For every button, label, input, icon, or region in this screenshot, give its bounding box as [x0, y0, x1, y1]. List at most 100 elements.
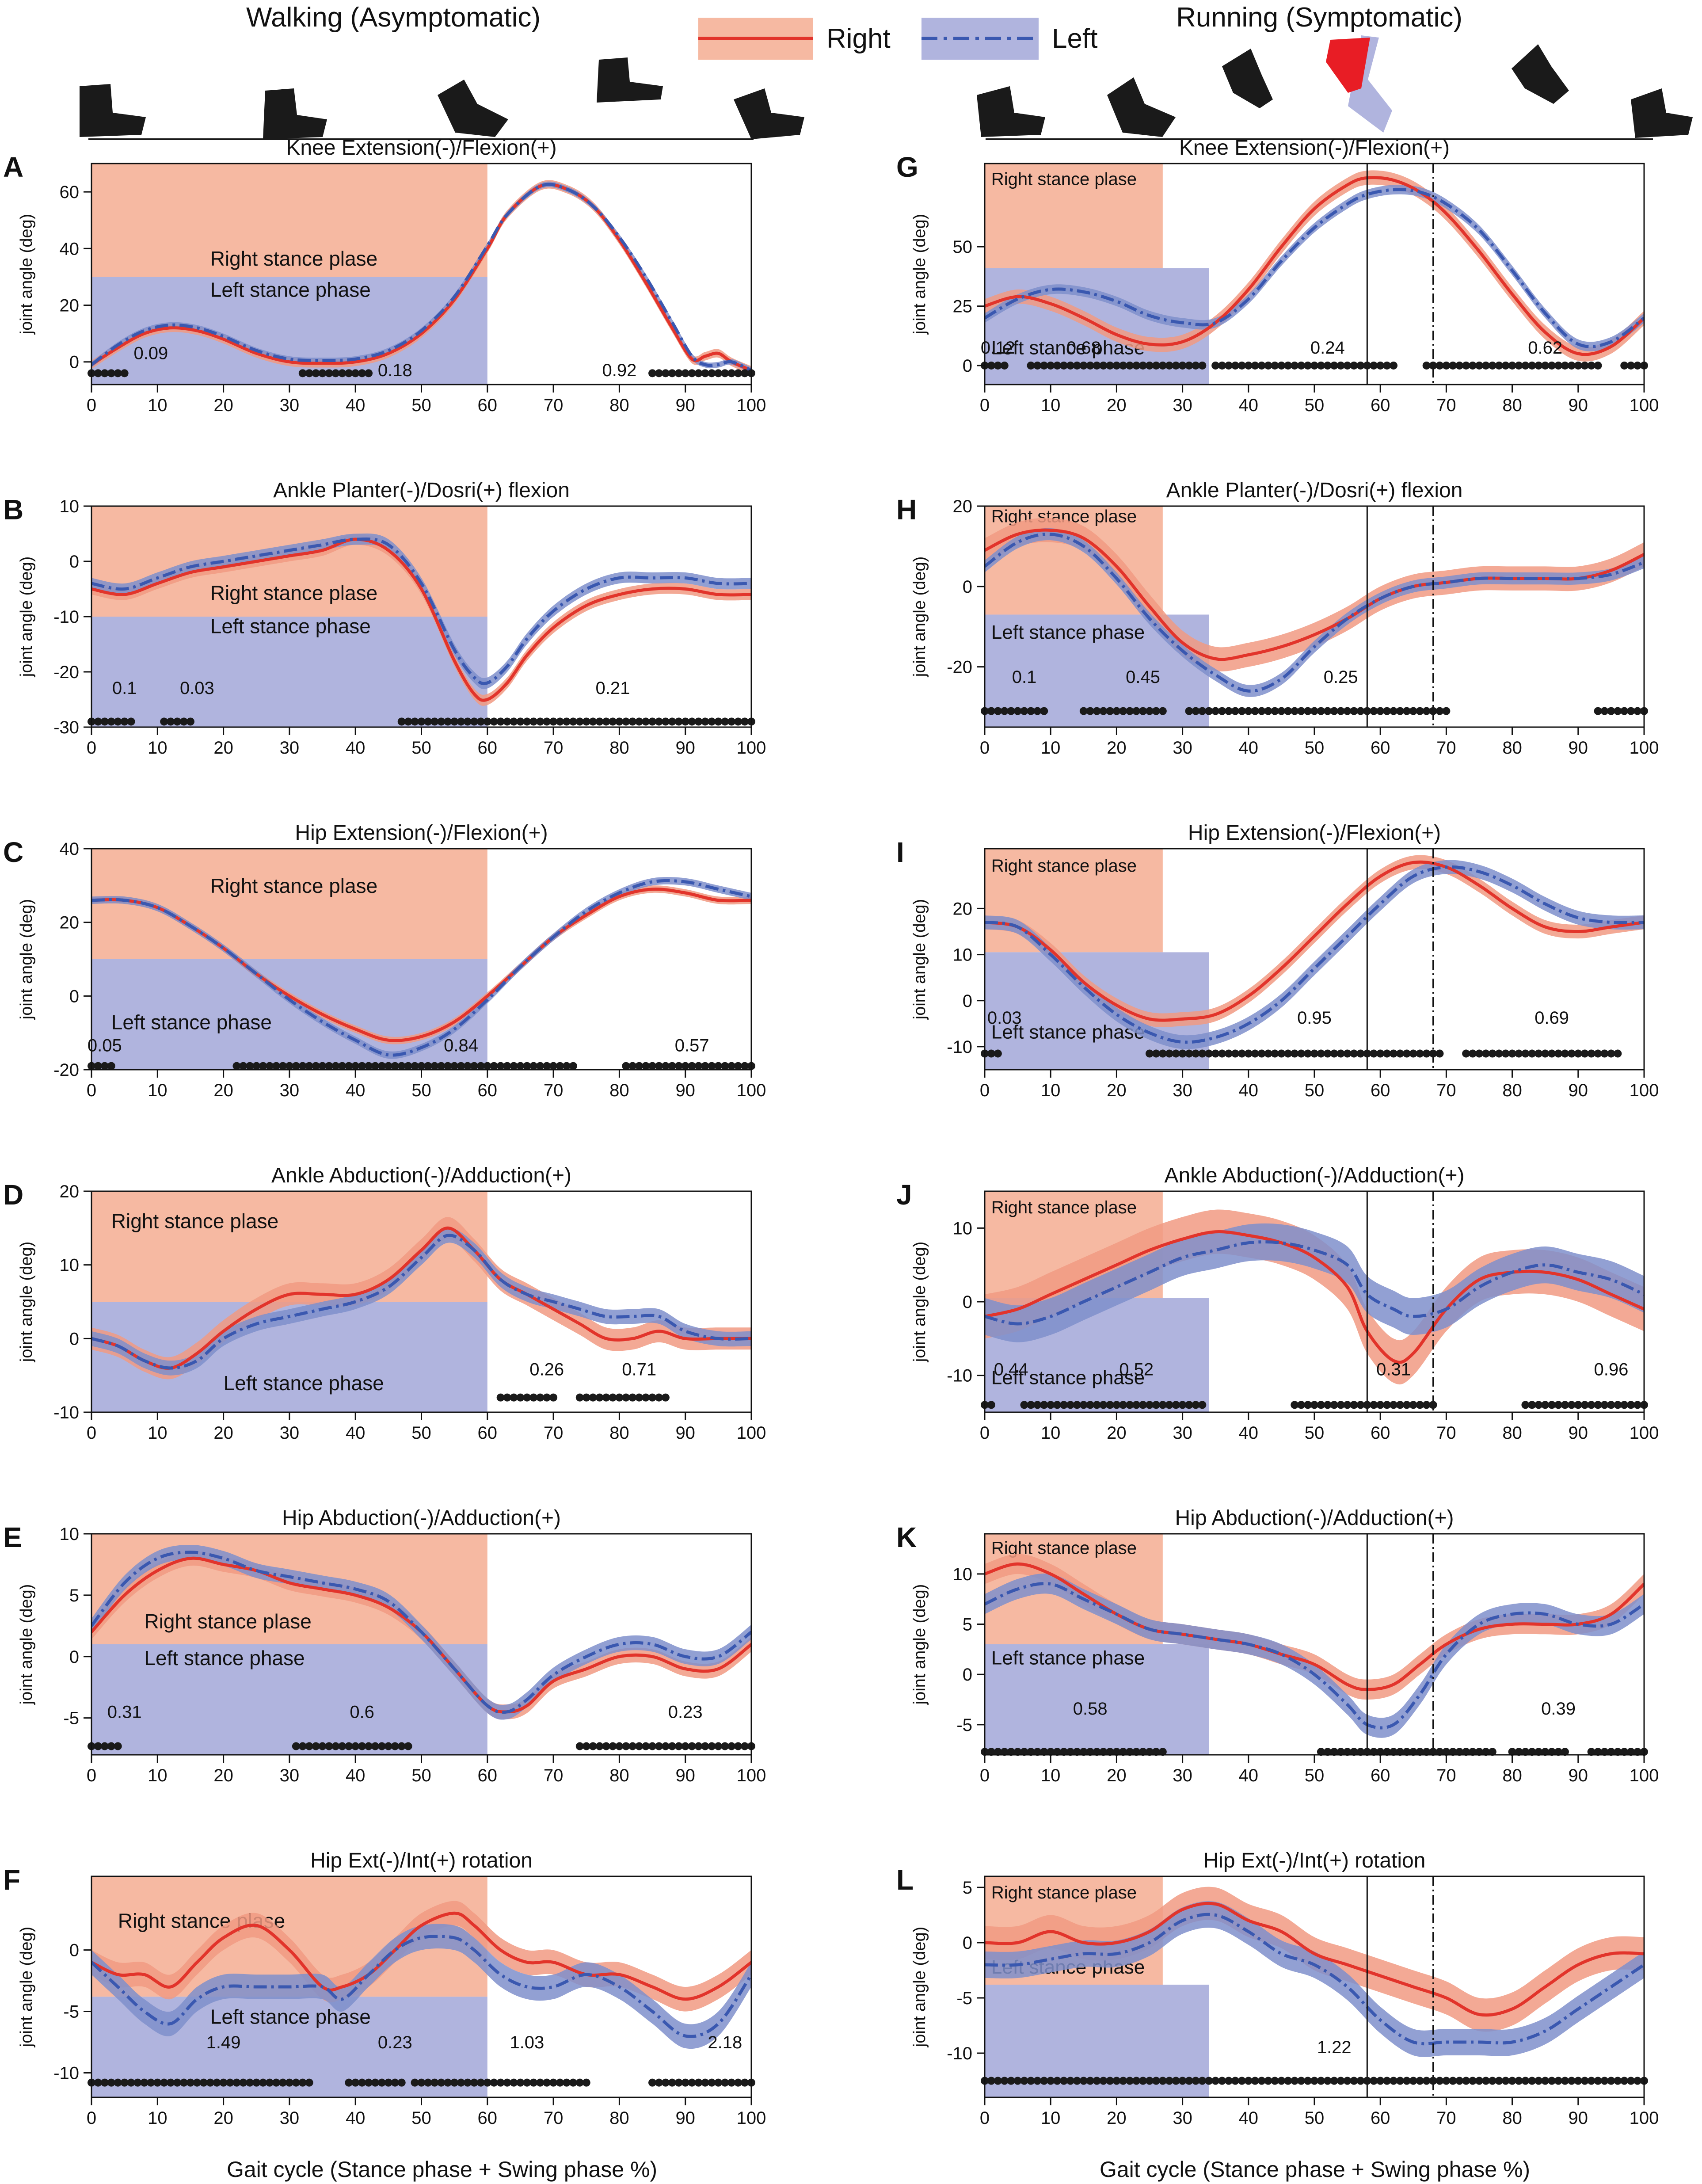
left-stance-block: [91, 1644, 487, 1755]
significance-dot: [994, 361, 1002, 370]
significance-dot: [338, 1062, 346, 1070]
panel-letter: B: [3, 494, 23, 526]
significance-dot: [430, 1062, 439, 1070]
significance-dot: [1370, 1748, 1378, 1756]
significance-dot: [285, 1062, 293, 1070]
significance-dot: [1350, 707, 1358, 715]
significance-dot: [1594, 707, 1602, 715]
significance-dot: [1422, 361, 1431, 370]
right-series-line: [91, 537, 751, 702]
significance-dot: [642, 717, 650, 726]
x-tick-label: 50: [1305, 1423, 1325, 1443]
y-tick-label: 20: [60, 1182, 80, 1201]
significance-dot: [1277, 707, 1286, 715]
right-series-line: [91, 183, 751, 372]
significance-dot: [503, 717, 511, 726]
significance-dot: [107, 2078, 115, 2087]
significance-dot: [1112, 1401, 1121, 1409]
significance-dot: [1534, 1401, 1543, 1409]
x-tick-label: 80: [609, 1766, 629, 1785]
significance-dot: [1422, 707, 1431, 715]
x-tick-label: 70: [544, 2108, 564, 2128]
significance-dot: [1060, 361, 1068, 370]
significance-dot: [127, 2078, 135, 2087]
significance-dot: [1515, 361, 1523, 370]
x-tick-label: 20: [213, 738, 233, 758]
significance-dot: [582, 1742, 590, 1750]
significance-dot: [147, 2078, 155, 2087]
significance-dot: [1376, 707, 1385, 715]
right-stance-label: Right stance plase: [210, 874, 377, 897]
significance-dot: [1508, 2077, 1516, 2085]
foot-shoe-icon: [263, 88, 327, 139]
significance-dot: [668, 717, 676, 726]
significance-dot: [1284, 361, 1292, 370]
significance-dot: [411, 2078, 419, 2087]
significance-dot: [1336, 2077, 1345, 2085]
significance-dot: [1323, 1748, 1332, 1756]
significance-dot: [668, 1062, 676, 1070]
p-value-label: 0.6: [350, 1703, 374, 1722]
right-band: [985, 1209, 1644, 1385]
panel-title: Ankle Planter(-)/Dosri(+) flexion: [273, 479, 570, 502]
significance-dot: [1343, 1401, 1352, 1409]
plot-content: [91, 180, 751, 375]
x-tick-label: 30: [1173, 1423, 1192, 1443]
x-tick-label: 20: [213, 1423, 233, 1443]
p-value-label: 0.18: [378, 361, 412, 380]
significance-dot: [496, 1062, 505, 1070]
significance-dot: [648, 1062, 657, 1070]
x-tick-label: 10: [1041, 2108, 1061, 2128]
x-tick-label: 0: [980, 1081, 990, 1100]
significance-dot: [1548, 2077, 1556, 2085]
significance-dot: [1317, 1748, 1325, 1756]
significance-dot: [1185, 2077, 1193, 2085]
y-axis-label: joint angle (deg): [910, 1927, 929, 2048]
significance-dot: [1614, 707, 1622, 715]
significance-dot: [1587, 1748, 1595, 1756]
significance-dot: [1185, 1401, 1193, 1409]
significance-dot: [701, 1742, 709, 1750]
significance-dot: [1356, 1748, 1365, 1756]
significance-dot: [1390, 1748, 1398, 1756]
significance-dot: [1633, 2077, 1642, 2085]
significance-dot: [1099, 707, 1108, 715]
significance-dot: [648, 1742, 657, 1750]
right-stance-label: Right stance plase: [991, 856, 1137, 876]
significance-dot: [1435, 1049, 1444, 1058]
x-tick-label: 10: [1041, 1423, 1061, 1443]
significance-dot: [193, 2078, 201, 2087]
significance-dot: [1020, 2077, 1028, 2085]
significance-dot: [1620, 361, 1629, 370]
significance-dot: [1277, 1049, 1286, 1058]
significance-dot: [622, 1062, 630, 1070]
y-tick-label: 10: [60, 1525, 80, 1544]
x-tick-label: 40: [1239, 396, 1259, 415]
x-tick-label: 10: [1041, 1766, 1061, 1785]
significance-dot: [1600, 2077, 1609, 2085]
significance-dot: [1172, 2077, 1180, 2085]
x-tick-label: 50: [411, 396, 431, 415]
panel-title: Hip Abduction(-)/Adduction(+): [282, 1506, 561, 1530]
significance-dot: [1574, 1049, 1582, 1058]
significance-dot: [1112, 2077, 1121, 2085]
significance-dot: [556, 1062, 564, 1070]
significance-dot: [1429, 1401, 1437, 1409]
significance-dot: [1244, 361, 1253, 370]
significance-dot: [1225, 707, 1233, 715]
x-tick-label: 50: [411, 1081, 431, 1100]
foot-shoe-icon: [977, 86, 1045, 137]
y-axis-label: joint angle (deg): [910, 214, 929, 335]
y-tick-label: -10: [53, 1403, 79, 1422]
significance-dot: [1284, 2077, 1292, 2085]
significance-dot: [688, 2078, 696, 2087]
significance-dot: [298, 1742, 307, 1750]
x-tick-label: 40: [1239, 1766, 1259, 1785]
significance-dot: [1205, 2077, 1213, 2085]
y-tick-label: 0: [69, 987, 79, 1006]
x-tick-label: 50: [1305, 1766, 1325, 1785]
significance-dot: [1271, 361, 1279, 370]
significance-dot: [1158, 2077, 1167, 2085]
significance-dot: [1607, 2077, 1615, 2085]
